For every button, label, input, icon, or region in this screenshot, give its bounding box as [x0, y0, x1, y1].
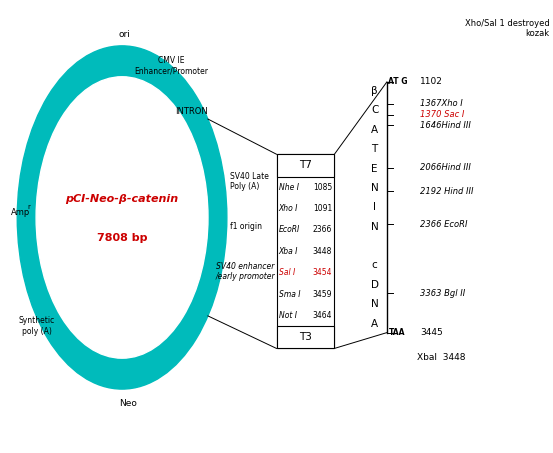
Text: T3: T3: [299, 332, 312, 342]
Text: Nhe I: Nhe I: [279, 183, 299, 192]
Text: 1102: 1102: [420, 77, 443, 87]
Text: A: A: [371, 125, 378, 135]
Text: Neo: Neo: [119, 399, 137, 408]
Text: Xho I: Xho I: [279, 204, 298, 213]
Text: INTRON: INTRON: [175, 107, 207, 116]
Text: 3363 Bgl II: 3363 Bgl II: [420, 289, 465, 298]
Text: N: N: [371, 183, 379, 193]
Text: 3445: 3445: [420, 328, 442, 337]
Text: 1085: 1085: [313, 183, 332, 192]
Text: 3459: 3459: [312, 289, 332, 299]
Text: TAA: TAA: [388, 328, 405, 337]
Bar: [276, 154, 335, 177]
Text: Xho/Sal 1 destroyed
kozak: Xho/Sal 1 destroyed kozak: [465, 19, 550, 38]
Text: 1091: 1091: [313, 204, 332, 213]
Text: SV40 Late
Poly (A): SV40 Late Poly (A): [229, 172, 269, 191]
Text: Not I: Not I: [279, 311, 297, 320]
Text: c: c: [372, 260, 378, 270]
Text: C: C: [371, 106, 378, 116]
Text: 7808 bp: 7808 bp: [97, 233, 147, 243]
Text: β: β: [372, 86, 378, 96]
Text: 3448: 3448: [313, 247, 332, 256]
Bar: [276, 326, 335, 348]
Text: SV40 enhancer
/early promoter: SV40 enhancer /early promoter: [216, 262, 275, 281]
Text: T: T: [372, 144, 378, 154]
Text: Sal I: Sal I: [279, 268, 295, 277]
Text: Sma I: Sma I: [279, 289, 300, 299]
Text: r: r: [27, 204, 30, 210]
Text: XbaI  3448: XbaI 3448: [417, 353, 466, 362]
Text: 2366: 2366: [313, 226, 332, 235]
Text: Amp: Amp: [11, 208, 30, 217]
Text: CMV IE
Enhancer/Promoter: CMV IE Enhancer/Promoter: [135, 56, 208, 75]
Text: N: N: [371, 299, 379, 309]
Text: ori: ori: [119, 30, 131, 39]
Bar: [276, 154, 335, 348]
Text: D: D: [371, 280, 379, 290]
Text: I: I: [373, 202, 376, 212]
Text: 2066Hind III: 2066Hind III: [420, 163, 471, 172]
Text: 3454: 3454: [312, 268, 332, 277]
Text: T7: T7: [299, 160, 312, 170]
Text: E: E: [372, 164, 378, 173]
Text: Synthetic
poly (A): Synthetic poly (A): [18, 316, 55, 336]
Text: N: N: [371, 222, 379, 231]
Text: Xba I: Xba I: [279, 247, 298, 256]
Text: A: A: [371, 318, 378, 328]
Text: EcoRI: EcoRI: [279, 226, 300, 235]
Text: AT G: AT G: [388, 77, 408, 87]
Text: f1 origin: f1 origin: [229, 222, 262, 231]
Text: 1370 Sac I: 1370 Sac I: [420, 110, 465, 119]
Ellipse shape: [36, 77, 208, 358]
Text: 2192 Hind III: 2192 Hind III: [420, 187, 473, 196]
Text: 1646Hind III: 1646Hind III: [420, 121, 471, 130]
Text: 3464: 3464: [312, 311, 332, 320]
Text: 2366 EcoRI: 2366 EcoRI: [420, 220, 467, 229]
Ellipse shape: [17, 46, 227, 389]
Text: 1367Xho I: 1367Xho I: [420, 99, 463, 108]
Text: pCI-Neo-β-catenin: pCI-Neo-β-catenin: [65, 194, 179, 204]
